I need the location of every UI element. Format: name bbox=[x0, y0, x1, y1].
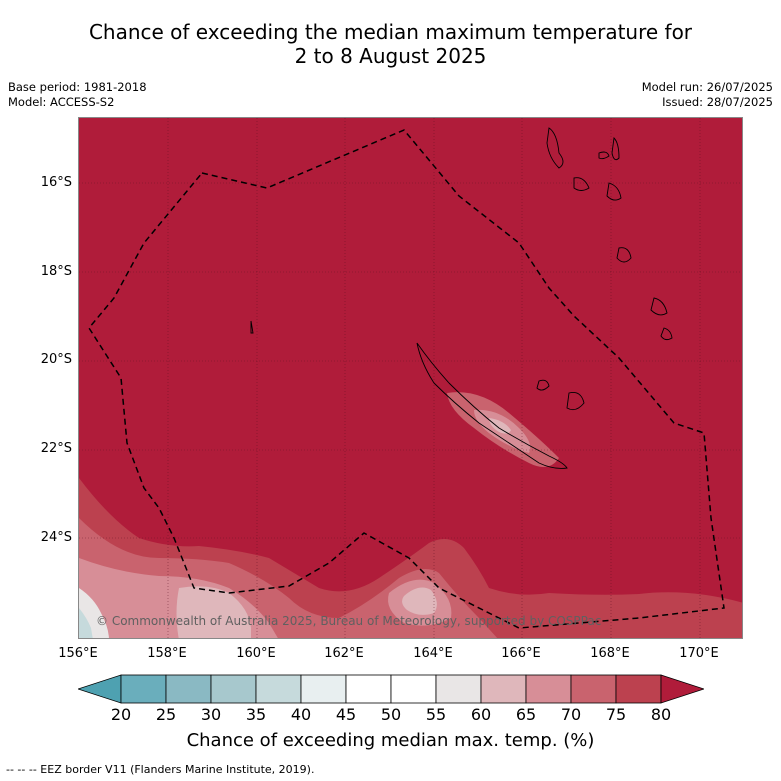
island-maewo bbox=[611, 137, 620, 161]
island-erromango bbox=[650, 297, 668, 316]
map-svg bbox=[79, 118, 742, 638]
colorbar-tick-label: 30 bbox=[200, 705, 222, 724]
title-line-2: 2 to 8 August 2025 bbox=[294, 44, 487, 68]
colorbar-cell bbox=[390, 674, 437, 704]
island-mare bbox=[566, 392, 585, 411]
colorbar-tick-label: 55 bbox=[425, 705, 447, 724]
contour-60-b bbox=[402, 587, 437, 615]
colorbar-tick-label: 80 bbox=[650, 705, 672, 724]
colorbar-cell bbox=[120, 674, 167, 704]
island-espiritu bbox=[546, 127, 564, 169]
colorbar-cell bbox=[255, 674, 302, 704]
colorbar-cell bbox=[165, 674, 212, 704]
colorbar-cell bbox=[345, 674, 392, 704]
island-pentecost bbox=[606, 182, 622, 201]
colorbar bbox=[78, 674, 704, 704]
contour-60-nc bbox=[489, 418, 511, 434]
colorbar-tick-label: 25 bbox=[155, 705, 177, 724]
colorbar-cell bbox=[480, 674, 527, 704]
islands bbox=[250, 127, 673, 469]
lat-label-24s: 24°S bbox=[40, 530, 72, 545]
colorbar-cell bbox=[525, 674, 572, 704]
colorbar-tick-label: 35 bbox=[245, 705, 267, 724]
colorbar-cell bbox=[615, 674, 662, 704]
lon-label-164e: 164°E bbox=[413, 646, 453, 661]
eez-legend-footer: -- -- -- EEZ border V11 (Flanders Marine… bbox=[6, 763, 315, 776]
colorbar-tick-label: 65 bbox=[515, 705, 537, 724]
lon-label-168e: 168°E bbox=[590, 646, 630, 661]
issued-date: Issued: 28/07/2025 bbox=[662, 95, 773, 109]
colorbar-tick-label: 60 bbox=[470, 705, 492, 724]
copyright-notice: © Commonwealth of Australia 2025, Bureau… bbox=[96, 614, 602, 628]
meta-left: Base period: 1981-2018 Model: ACCESS-S2 bbox=[8, 80, 147, 110]
lat-label-20s: 20°S bbox=[40, 352, 72, 367]
new-caledonia bbox=[416, 342, 568, 469]
colorbar-tick-label: 70 bbox=[560, 705, 582, 724]
colorbar-title: Chance of exceeding median max. temp. (%… bbox=[186, 730, 595, 751]
lon-label-158e: 158°E bbox=[147, 646, 187, 661]
eez-border bbox=[88, 129, 725, 629]
colorbar-arrow-low bbox=[78, 674, 122, 704]
lon-label-156e: 156°E bbox=[58, 646, 98, 661]
map-panel bbox=[78, 117, 743, 639]
contour-40 bbox=[79, 608, 93, 638]
colorbar-cell bbox=[210, 674, 257, 704]
map-title: Chance of exceeding the median maximum t… bbox=[0, 20, 781, 68]
lon-label-160e: 160°E bbox=[236, 646, 276, 661]
colorbar-cell bbox=[435, 674, 482, 704]
island-lifou bbox=[536, 379, 550, 391]
lat-label-16s: 16°S bbox=[40, 175, 72, 190]
colorbar-tick-label: 75 bbox=[605, 705, 627, 724]
model-name: Model: ACCESS-S2 bbox=[8, 95, 115, 109]
lon-label-166e: 166°E bbox=[501, 646, 541, 661]
base-period: Base period: 1981-2018 bbox=[8, 80, 147, 94]
lon-label-162e: 162°E bbox=[324, 646, 364, 661]
island-malekula bbox=[573, 177, 590, 191]
meta-right: Model run: 26/07/2025 Issued: 28/07/2025 bbox=[642, 80, 773, 110]
island-ambae bbox=[598, 151, 610, 160]
colorbar-cells bbox=[78, 674, 704, 704]
colorbar-tick-label: 40 bbox=[290, 705, 312, 724]
colorbar-cell bbox=[300, 674, 347, 704]
colorbar-tick-label: 45 bbox=[335, 705, 357, 724]
island-tanna bbox=[660, 327, 673, 341]
contour-60 bbox=[176, 586, 251, 638]
island-efate bbox=[616, 247, 632, 263]
colorbar-tick-label: 20 bbox=[110, 705, 132, 724]
model-run: Model run: 26/07/2025 bbox=[641, 80, 773, 94]
colorbar-arrow-high bbox=[660, 674, 704, 704]
lat-label-22s: 22°S bbox=[40, 441, 72, 456]
colorbar-tick-label: 50 bbox=[380, 705, 402, 724]
lat-label-18s: 18°S bbox=[40, 264, 72, 279]
island-small-1 bbox=[250, 320, 254, 334]
colorbar-cell bbox=[570, 674, 617, 704]
graticule bbox=[79, 118, 742, 638]
title-line-1: Chance of exceeding the median maximum t… bbox=[88, 20, 693, 44]
lon-label-170e: 170°E bbox=[679, 646, 719, 661]
